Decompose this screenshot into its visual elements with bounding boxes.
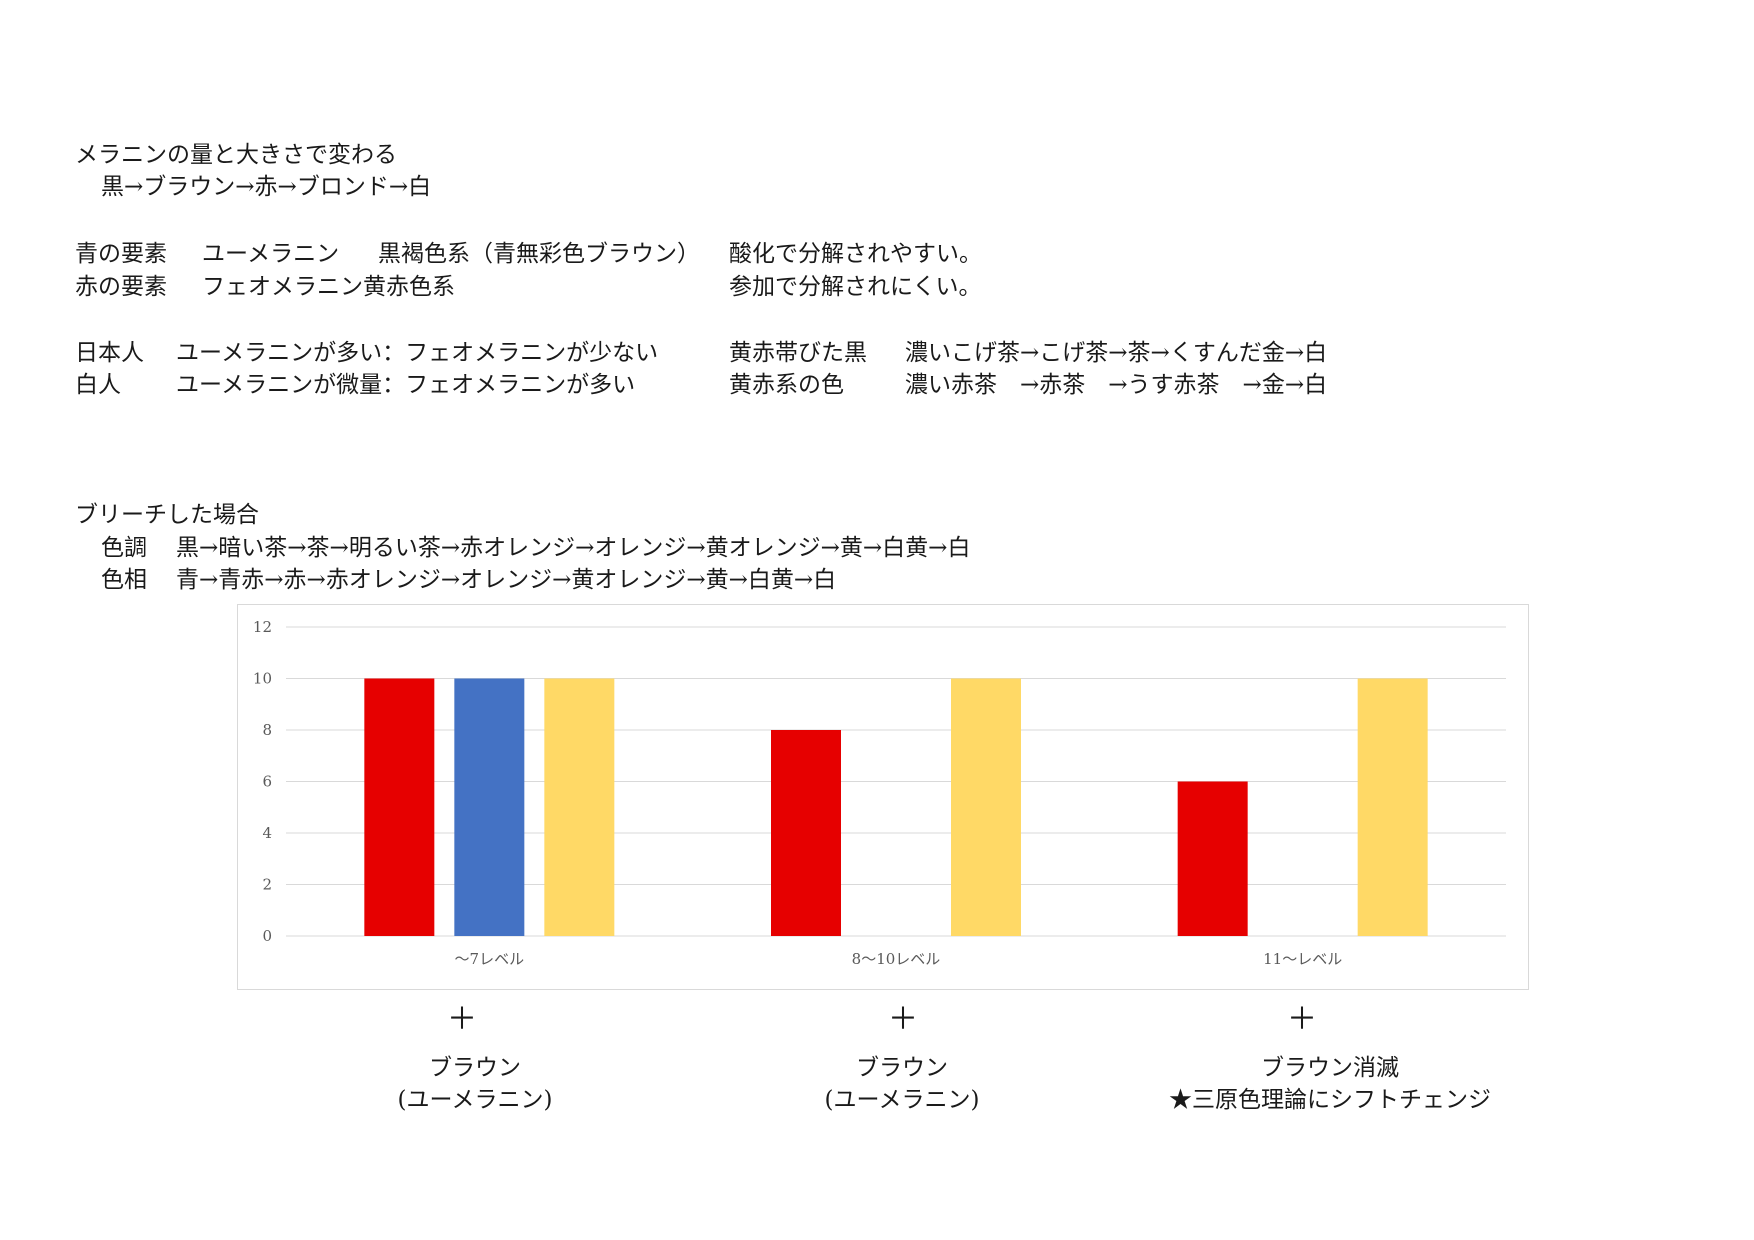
note-1-line2: (ユーメラニン) [397,1087,553,1113]
element-red-name: フェオメラニン黄赤色系 [202,274,455,300]
note-2-line2: (ユーメラニン) [824,1087,980,1113]
note-2-line1: ブラウン [856,1055,948,1081]
x-tick-label-0: 〜7レベル [455,950,525,968]
y-tick-label-6: 6 [262,773,272,791]
bar-1-2 [951,678,1021,936]
y-tick-label-4: 4 [262,824,272,842]
bar-chart: 0 2 4 6 8 10 12 〜7レベル 8〜10レベル 11〜レベル [237,604,1529,990]
people-japanese-ratio: ユーメラニンが多い：フェオメラニンが少ない [176,340,659,366]
melanin-sequence: 黒→ブラウン→赤→ブロンド→白 [101,174,432,200]
people-japanese-label: 日本人 [75,340,144,366]
plus-sign-3: ＋ [1287,1002,1317,1037]
bleach-tone-sequence: 黒→暗い茶→茶→明るい茶→赤オレンジ→オレンジ→黄オレンジ→黄→白黄→白 [176,535,971,561]
note-3-line1: ブラウン消滅 [1261,1055,1399,1081]
bleach-tone-label: 色調 [101,535,147,561]
y-tick-label-2: 2 [262,876,272,894]
bar-2-2 [1357,678,1428,936]
people-white-ratio: ユーメラニンが微量：フェオメラニンが多い [176,372,636,398]
y-tick-label-12: 12 [253,618,272,636]
people-japanese-tone: 黄赤帯びた黒 [729,340,867,366]
plus-sign-1: ＋ [447,1002,477,1037]
x-tick-label-1: 8〜10レベル [852,950,941,968]
note-1-line1: ブラウン [429,1055,521,1081]
bar-0-2 [544,678,615,936]
people-white-label: 白人 [75,372,121,398]
y-tick-label-10: 10 [253,670,272,688]
note-3-line2: ★三原色理論にシフトチェンジ [1169,1087,1491,1113]
element-blue-note: 酸化で分解されやすい。 [729,241,982,267]
bar-2-0 [1177,781,1248,936]
element-red-note: 参加で分解されにくい。 [729,274,982,300]
element-blue-label: 青の要素 [75,241,167,267]
x-tick-label-2: 11〜レベル [1263,950,1342,968]
bleach-title: ブリーチした場合 [75,502,259,528]
element-blue-desc: 黒褐色系（青無彩色ブラウン） [378,241,700,267]
bar-0-0 [364,678,435,936]
bar-chart-svg: 0 2 4 6 8 10 12 〜7レベル 8〜10レベル 11〜レベル [253,618,1506,968]
y-tick-label-8: 8 [262,721,272,739]
y-tick-label-0: 0 [262,927,272,945]
element-blue-name: ユーメラニン [202,241,340,267]
plus-sign-2: ＋ [888,1002,918,1037]
bar-1-0 [771,730,841,936]
bleach-hue-sequence: 青→青赤→赤→赤オレンジ→オレンジ→黄オレンジ→黄→白黄→白 [176,567,837,593]
bar-0-1 [454,678,525,936]
people-white-tone: 黄赤系の色 [729,372,844,398]
people-japanese-change: 濃いこげ茶→こげ茶→茶→くすんだ金→白 [905,340,1328,366]
element-red-label: 赤の要素 [75,274,167,300]
section-title-melanin: メラニンの量と大きさで変わる [75,142,397,168]
people-white-change: 濃い赤茶 →赤茶 →うす赤茶 →金→白 [905,372,1328,398]
bleach-hue-label: 色相 [101,567,147,593]
